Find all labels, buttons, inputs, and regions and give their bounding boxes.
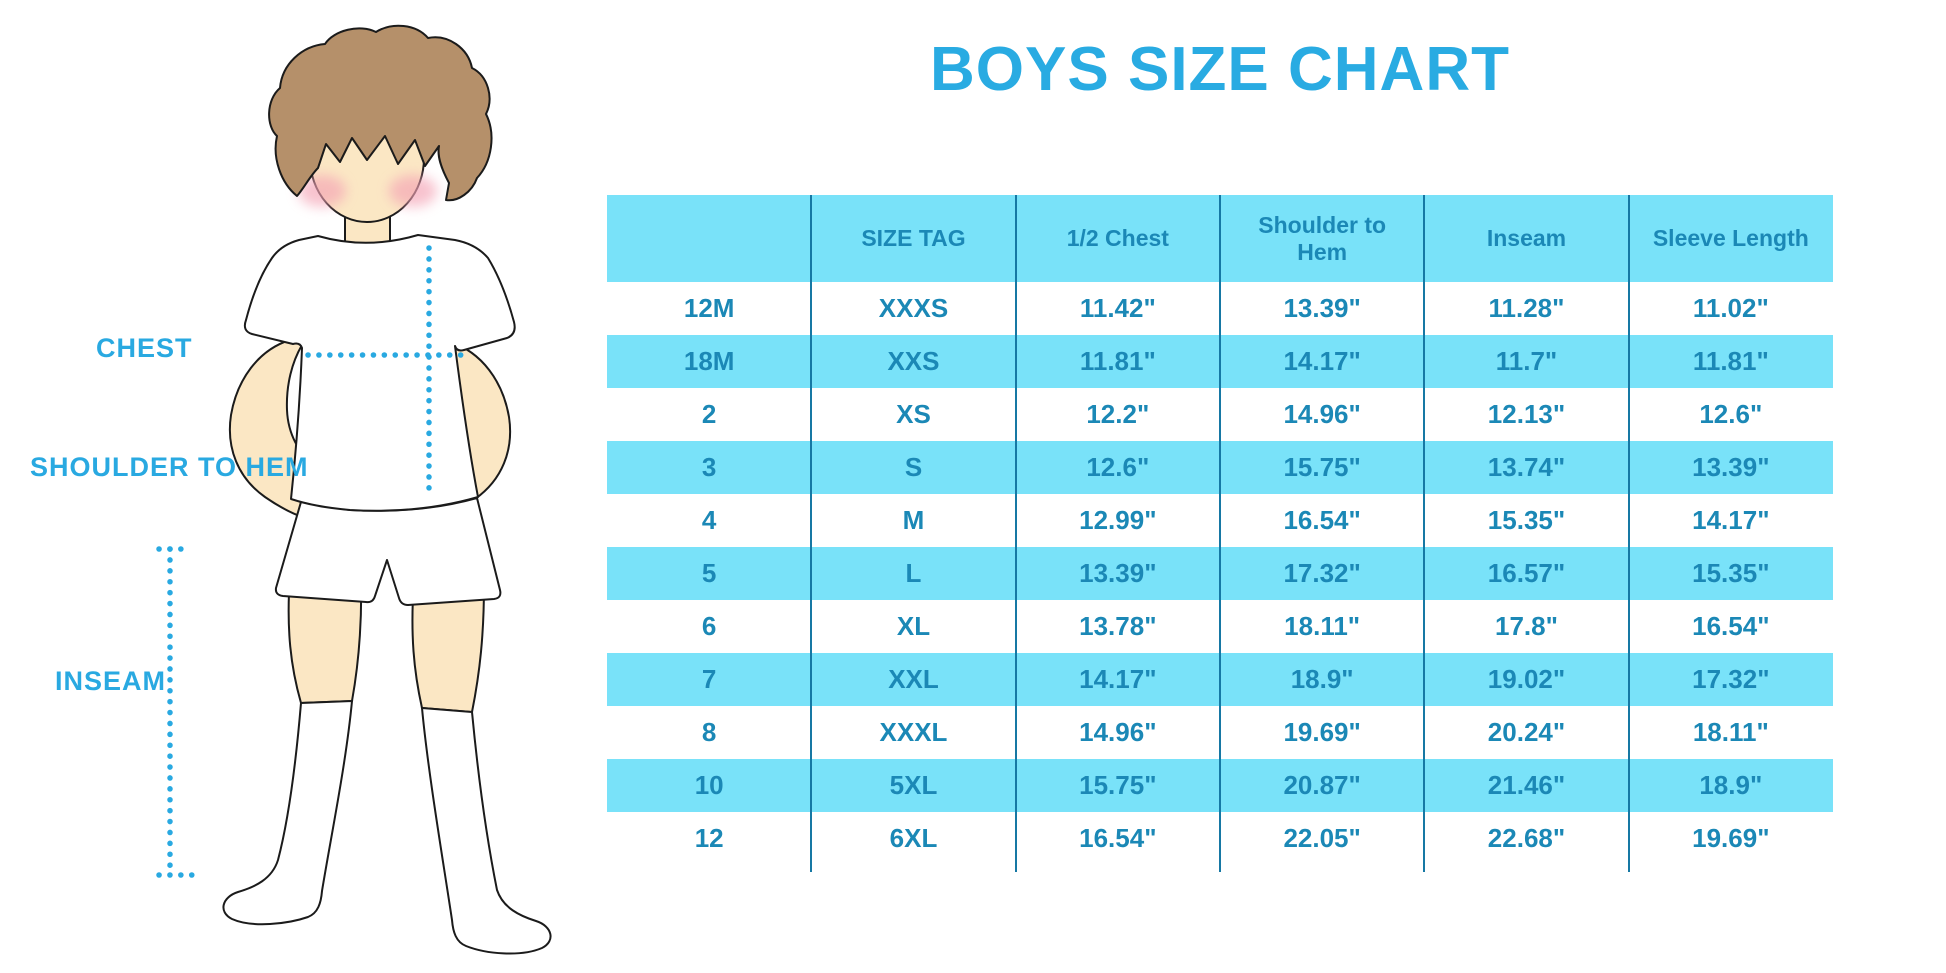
table-cell: 15.35" — [1692, 558, 1770, 588]
shoulder-to-hem-label: SHOULDER TO HEM — [30, 452, 309, 482]
table-cell: 19.69" — [1692, 823, 1770, 853]
table-cell: 12.13" — [1487, 399, 1566, 429]
table-cell: 16.54" — [1079, 823, 1157, 853]
table-cell: 18.11" — [1284, 611, 1361, 641]
table-cell: XL — [896, 611, 931, 641]
table-cell: 13.39" — [1079, 558, 1157, 588]
table-cell: 3 — [701, 452, 717, 482]
table-cell: 15.35" — [1487, 505, 1566, 535]
table-cell: XS — [896, 399, 931, 429]
table-cell: 14.17" — [1283, 346, 1361, 376]
column-divider — [1014, 195, 1017, 872]
table-cell: 11.42" — [1079, 293, 1156, 323]
table-cell: 4 — [701, 505, 717, 535]
table-cell: XXS — [887, 346, 940, 376]
table-cell: 17.8" — [1495, 611, 1558, 641]
table-cell: 16.57" — [1487, 558, 1566, 588]
table-cell: 12.99" — [1079, 505, 1157, 535]
boy-right-sock — [420, 706, 552, 955]
table-cell: 6 — [701, 611, 717, 641]
column-header: Sleeve Length — [1652, 225, 1809, 252]
table-cell: XXXS — [878, 293, 949, 323]
table-cell: 11.81" — [1079, 346, 1156, 376]
table-cell: 5 — [701, 558, 717, 588]
table-cell: 10 — [694, 770, 724, 800]
table-cell: 14.96" — [1283, 399, 1361, 429]
column-header: SIZE TAG — [861, 225, 966, 252]
table-cell: 11.81" — [1692, 346, 1769, 376]
blush-right — [389, 175, 437, 207]
table-cell: 11.28" — [1488, 293, 1565, 323]
table-cell: 17.32" — [1283, 558, 1361, 588]
table-cell: 12.6" — [1086, 452, 1150, 482]
table-cell: 17.32" — [1692, 664, 1770, 694]
table-cell: 19.02" — [1487, 664, 1566, 694]
column-divider — [1219, 195, 1221, 872]
table-cell: 15.75" — [1079, 770, 1157, 800]
table-cell: 15.75" — [1283, 452, 1361, 482]
table-cell: 13.39" — [1692, 452, 1770, 482]
table-cell: L — [905, 558, 922, 588]
table-cell: 18M — [683, 346, 735, 376]
column-header: Shoulder to Hem — [1258, 212, 1387, 265]
table-cell: 12 — [694, 823, 724, 853]
table-cell: 6XL — [889, 823, 938, 853]
table-cell: 20.24" — [1487, 717, 1566, 747]
blush-left — [298, 175, 346, 207]
table-cell: 18.9" — [1699, 770, 1763, 800]
table-cell: XXXL — [879, 717, 948, 747]
column-divider — [810, 195, 813, 872]
column-header: Inseam — [1486, 225, 1567, 252]
table-cell: 12.2" — [1086, 399, 1150, 429]
table-cell: XXL — [888, 664, 939, 694]
table-cell: 14.17" — [1692, 505, 1770, 535]
inseam-label: INSEAM — [55, 666, 167, 696]
column-header — [607, 195, 811, 282]
boy-left-sock — [222, 699, 354, 926]
boy-hair — [268, 24, 493, 202]
table-cell: 13.39" — [1283, 293, 1361, 323]
table-cell: 7 — [701, 664, 717, 694]
table-cell: 16.54" — [1692, 611, 1770, 641]
column-header: 1/2 Chest — [1066, 225, 1169, 252]
table-cell: 21.46" — [1487, 770, 1566, 800]
boy-tshirt — [243, 234, 516, 512]
table-cell: M — [902, 505, 925, 535]
table-cell: 20.87" — [1283, 770, 1361, 800]
table-cell: 12.6" — [1699, 399, 1763, 429]
table-cell: 8 — [701, 717, 717, 747]
table-cell: 22.68" — [1487, 823, 1566, 853]
table-cell: 13.78" — [1079, 611, 1157, 641]
table-cell: 18.9" — [1290, 664, 1354, 694]
table-cell: S — [904, 452, 923, 482]
table-cell: 13.74" — [1487, 452, 1566, 482]
table-cell: 22.05" — [1283, 823, 1361, 853]
table-cell: 5XL — [889, 770, 938, 800]
chest-label: CHEST — [96, 333, 193, 363]
page-title: BOYS SIZE CHART — [930, 35, 1510, 104]
table-cell: 11.02" — [1692, 293, 1769, 323]
table-cell: 2 — [701, 399, 717, 429]
size-table: SIZE TAG 1/2 Chest Shoulder to Hem Inseam Sl… — [607, 195, 1833, 872]
column-divider — [1627, 195, 1630, 872]
boy-figure-drawing — [156, 24, 552, 955]
table-cell: 18.11" — [1692, 717, 1769, 747]
table-cell: 19.69" — [1283, 717, 1361, 747]
boy-measurement-illustration: CHEST SHOULDER TO HEM INSEAM — [0, 0, 600, 973]
table-cell: 16.54" — [1283, 505, 1361, 535]
table-cell: 11.7" — [1495, 346, 1558, 376]
column-divider — [1423, 195, 1426, 872]
table-cell: 14.17" — [1079, 664, 1157, 694]
table-cell: 14.96" — [1079, 717, 1157, 747]
table-cell: 12M — [683, 293, 735, 323]
